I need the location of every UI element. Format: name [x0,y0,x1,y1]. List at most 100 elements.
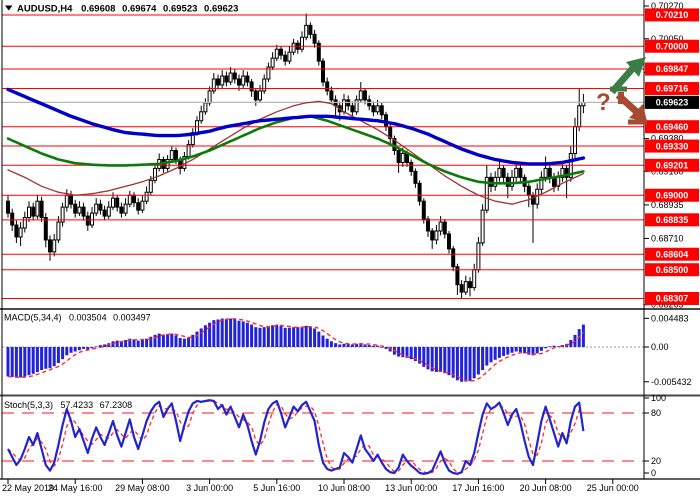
macd-bar [212,320,216,347]
price-badge-label: 0.69330 [656,141,689,151]
macd-bar [464,347,468,382]
stoch-axis-label: 0 [651,468,656,478]
price-badge-bg [645,188,699,202]
bullish-arrow-head [626,57,646,77]
price-badge-label: 0.70210 [656,10,689,20]
candle-bearish [279,48,283,56]
macd-bar [397,347,401,357]
candlesticks[interactable] [6,13,586,299]
candle-bearish [405,153,409,163]
candle-bullish [300,36,304,50]
candle-bearish [564,167,569,178]
stoch-label-name: Stoch(5,3,3) [4,400,53,410]
price-badge-label: 0.70000 [656,41,689,51]
candle-bearish [132,194,136,204]
price-badge-bg [645,62,699,76]
macd-bar [376,345,380,347]
macd-bar [157,333,161,347]
macd-bar [443,347,447,374]
bearish-arrow-annotation[interactable] [615,92,647,125]
candle-bullish [514,167,519,178]
stoch-main-line [7,399,585,475]
time-tick-label: 10 Jun 08:00 [318,483,370,493]
candle-bullish [262,78,267,92]
candle-bearish [245,75,250,83]
bearish-arrow-shaft [615,92,642,117]
candle-bullish [400,153,405,163]
candle-bullish [560,167,565,178]
panel-separator-macd[interactable] [0,308,700,310]
candle-bullish [438,221,443,232]
macd-bar [140,339,144,347]
macd-bar [539,347,543,351]
macd-bar [413,347,417,362]
macd-bar [56,347,60,363]
macd-label-name: MACD(5,34,4) [4,313,62,323]
chart-title: AUDUSD,H4 0.69608 0.69674 0.69523 0.6962… [17,4,238,15]
macd-bar [86,347,90,350]
macd-bar [325,338,329,347]
candle-bullish [480,209,485,244]
price-levels [2,14,644,299]
price-badge-bg [645,213,699,227]
macd-bar [132,339,136,347]
candle-bullish [60,206,65,223]
candle-bearish [98,203,103,211]
candle-bearish [451,248,456,268]
candle-bullish [354,99,359,113]
macd-bar [405,347,409,358]
macd-bar [216,319,220,347]
macd-bar [208,322,212,347]
ma-line-blue [6,87,586,166]
symbol-dropdown-icon[interactable] [5,5,13,11]
candle-bullish [207,90,212,104]
macd-bar [6,347,10,377]
candle-bearish [174,150,178,160]
price-badge-label: 0.69201 [656,160,689,170]
candle-bearish [308,24,313,35]
macd-axis-label: -0.005432 [651,377,692,387]
price-badge-bg [645,291,699,305]
question-mark-annotation[interactable]: ? [596,89,611,116]
time-tick-label: 25 Jun 00:00 [587,483,639,493]
candle-bearish [371,105,376,113]
candle-bearish [43,217,48,241]
macd-bar [262,327,266,347]
bullish-arrow-shaft [609,65,636,95]
macd-bar [548,346,552,348]
macd-bar [266,325,270,347]
bearish-arrow-head [629,104,647,122]
candle-bearish [468,281,472,289]
macd-bar [241,321,245,347]
macd-bar [224,318,228,347]
macd-bar [523,347,527,354]
candle-bearish [232,72,237,80]
macd-axis-label: 0.00 [651,342,669,352]
time-tick-label: 5 Jun 16:00 [253,483,300,493]
candle-bullish [304,24,309,38]
candle-bullish [539,176,544,190]
price-axis[interactable]: 0.702700.700500.698250.693800.691600.689… [644,1,699,310]
scenario-annotations[interactable]: ? [596,57,647,125]
candle-bullish [144,191,149,202]
macd-bar [258,327,262,347]
price-badge-label: 0.68835 [656,215,689,225]
stoch-indicator-label: Stoch(5,3,3) 57.4233 67.2308 [4,400,132,410]
candle-bullish [342,99,346,113]
macd-bar [485,347,489,366]
candle-bearish [216,78,220,86]
price-badge-label: 0.69847 [656,64,689,74]
macd-bar [161,334,165,347]
macd-bar [300,326,304,347]
macd-bar [10,347,14,378]
macd-bar [292,327,296,347]
panel-separator-stoch[interactable] [0,394,700,397]
bullish-arrow-annotation[interactable] [609,57,646,95]
price-badge-bg [645,95,699,109]
price-badge-label: 0.68307 [656,294,689,304]
macd-bar [472,347,476,379]
macd-bar [94,346,98,348]
